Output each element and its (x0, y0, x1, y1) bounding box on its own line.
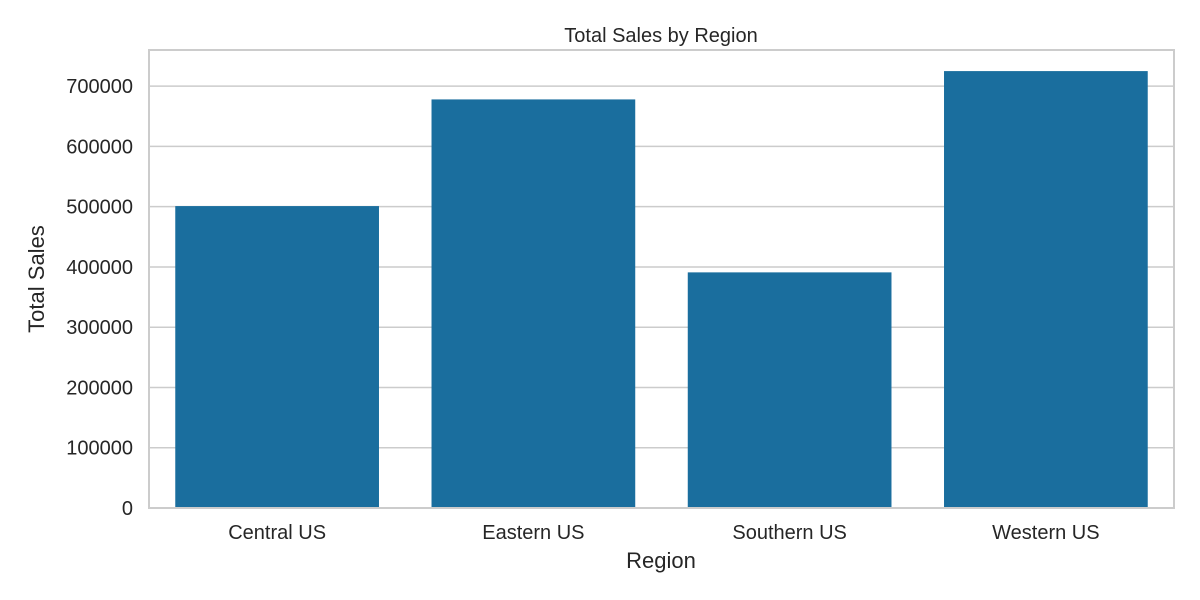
y-tick-label: 300000 (66, 317, 133, 339)
x-tick-label: Western US (992, 522, 1099, 544)
x-tick-label: Southern US (732, 522, 847, 544)
y-tick-label: 600000 (66, 136, 133, 158)
x-tick-labels: Central US Eastern US Southern US Western U… (228, 522, 1099, 544)
x-tick-label: Central US (228, 522, 326, 544)
bar (175, 206, 379, 508)
plot-frame (148, 49, 1175, 509)
y-tick-label: 200000 (66, 377, 133, 399)
y-tick-labels: 0 100000 200000 300000 400000 500000 600000 700… (66, 76, 133, 520)
bar (431, 99, 636, 509)
bar (687, 272, 892, 508)
y-tick-label: 700000 (66, 76, 133, 98)
x-tick-label: Eastern US (482, 522, 584, 544)
y-tick-label: 100000 (66, 438, 133, 460)
y-tick-label: 500000 (66, 197, 133, 219)
chart-title: Total Sales by Region (564, 25, 757, 47)
y-tick-label: 0 (122, 498, 133, 520)
y-axis-label: Total Sales (24, 225, 49, 333)
bars (175, 71, 1148, 509)
x-axis-label: Region (626, 548, 696, 573)
y-tick-label: 400000 (66, 257, 133, 279)
bar (944, 71, 1148, 508)
